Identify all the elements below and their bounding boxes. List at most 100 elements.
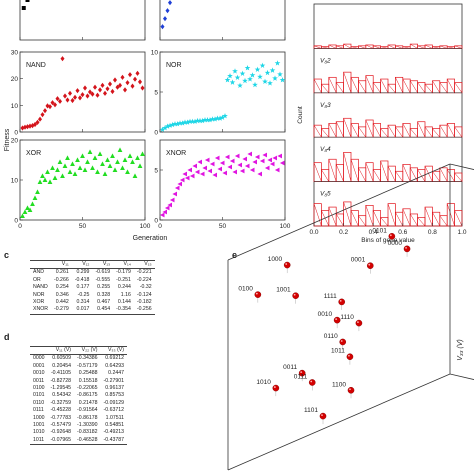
data-point-18: [204, 117, 211, 123]
table-cell: 0.15518: [78, 377, 98, 384]
table-cell: -0.86175: [77, 392, 98, 399]
data-point-21: [72, 171, 78, 176]
data-point-8: [179, 177, 185, 183]
data-point-23: [78, 95, 82, 101]
histogram-hatch: [432, 80, 441, 93]
histogram-hatch: [409, 167, 418, 182]
point-highlight: [368, 263, 371, 266]
table-cell: NOR: [33, 291, 45, 298]
x-tick-label: 100: [280, 223, 291, 230]
data-point-28: [229, 158, 235, 164]
data-point-7: [37, 179, 43, 184]
point-label: 1010: [256, 379, 271, 386]
table-cell: 0101: [33, 392, 45, 399]
data-point-39: [117, 147, 123, 152]
data-point-21: [212, 116, 218, 122]
table-cell: 1011: [30, 436, 48, 446]
histogram-hatch: [454, 210, 463, 227]
histogram-hatch: [343, 152, 352, 182]
data-point-32: [239, 168, 245, 174]
data-point-26: [224, 154, 230, 160]
data-point-25: [222, 113, 228, 119]
table-cell: 0.60509: [52, 355, 72, 362]
data-point-36: [110, 88, 115, 95]
histogram-hatch: [410, 43, 418, 49]
histogram-hatch: [328, 206, 337, 227]
table-row: 1011 -0.07965 -0.46528 -0.43787: [30, 436, 127, 446]
data-point-26: [85, 93, 90, 99]
data-point-8: [40, 173, 45, 178]
scatter-point-0100: [254, 291, 262, 298]
histogram-hatch: [402, 123, 411, 138]
data-point-36: [249, 167, 255, 173]
data-point-1: [162, 125, 168, 131]
data-point-41: [123, 87, 127, 93]
table-header-row: V₁₁ V₁₂ V₁₃ V₁₄ V₁₅: [30, 259, 155, 270]
table-cell: 1.07511: [105, 414, 124, 421]
data-point-35: [247, 76, 253, 82]
histogram-hatch: [373, 45, 381, 49]
table-cell: -0.251: [116, 276, 131, 283]
data-point-7: [177, 181, 182, 187]
y-tick-label: 30: [11, 50, 19, 57]
data-point-17: [202, 165, 207, 171]
scatter-point-0001: [366, 262, 374, 270]
table-cell: -0.124: [136, 291, 152, 298]
histogram-hatch: [343, 43, 352, 49]
data-point-35: [247, 151, 252, 157]
table-cell: 1010: [33, 429, 45, 436]
data-point-30: [95, 169, 100, 174]
histogram-hatch: [417, 82, 426, 93]
table-row: 0100 -1.29545 -0.22065 0.96137: [30, 385, 127, 392]
scatter-point-1001: [292, 292, 299, 300]
panel-e-3d-scatter: 1.00.50.0-0.5-1.0V₃₃ (V)1000100101000101…: [227, 163, 474, 471]
point-label: 0010: [318, 311, 333, 318]
histogram-hatch: [328, 44, 337, 49]
histogram-hatch: [335, 121, 344, 138]
data-point-12: [50, 165, 55, 170]
table-row: 0101 0.54342 -0.86175 0.85753: [30, 392, 127, 399]
histogram-hatch: [358, 80, 367, 93]
point-highlight: [389, 234, 392, 237]
histogram-hatch: [410, 128, 418, 138]
histogram-hatch: [439, 125, 448, 138]
histogram-hatch: [358, 126, 367, 138]
histogram-hatch: [395, 126, 404, 138]
point-highlight: [293, 293, 296, 296]
histogram-hatch: [439, 167, 448, 182]
histogram-hatch: [380, 217, 389, 227]
point-label: 0001: [351, 257, 366, 264]
x-tick-label: 1.0: [457, 229, 466, 236]
table-cell: AND: [33, 269, 44, 276]
table-header-cell: V₁₄: [113, 259, 134, 270]
histogram-hatch: [417, 45, 426, 49]
histogram-hatch: [343, 118, 352, 138]
panel-label-e: e: [232, 250, 238, 260]
data-point-28: [229, 79, 236, 85]
data-point-0: [159, 212, 165, 218]
data-point-30: [234, 153, 240, 159]
table-row: 0111 -0.45228 -0.91564 -0.63712: [30, 407, 127, 414]
table-cell: 0.255: [97, 284, 111, 291]
y-tick-label: 5: [154, 90, 158, 97]
histogram-hatch: [424, 166, 433, 182]
histogram-name: V₈2: [320, 57, 331, 64]
panel-label-d: d: [4, 332, 10, 342]
fitness-subplot-nor: NOR 0 5 10: [151, 50, 286, 137]
data-point-19: [207, 168, 212, 174]
histogram-hatch: [387, 44, 396, 49]
point-label: 1011: [331, 348, 345, 355]
data-point-2: [164, 205, 170, 211]
data-point-5: [32, 195, 38, 200]
data-point-4: [30, 201, 35, 206]
data-point-2: [165, 8, 170, 14]
point-label: 0011: [283, 364, 297, 371]
table-cell: -0.57179: [77, 362, 98, 369]
histogram-name: V₈4: [320, 146, 331, 153]
data-point-9: [43, 108, 47, 114]
histogram-hatch: [380, 78, 389, 93]
data-point-29: [232, 68, 238, 74]
data-point-27: [227, 73, 233, 79]
data-point-7: [38, 116, 42, 122]
